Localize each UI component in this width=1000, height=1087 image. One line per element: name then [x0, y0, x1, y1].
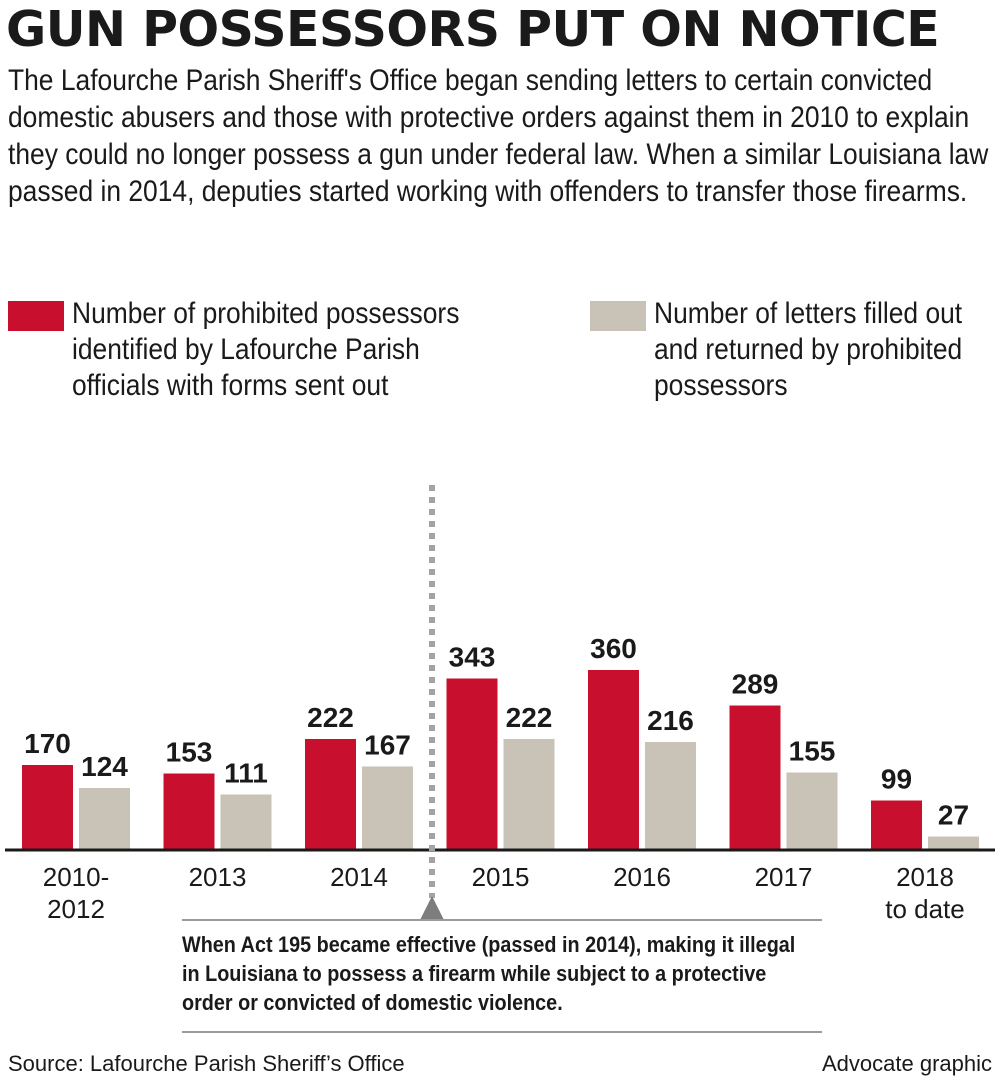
data-label: 155 — [789, 736, 836, 767]
data-label: 124 — [81, 751, 128, 782]
data-label: 153 — [166, 737, 213, 768]
category-label: 2017 — [755, 862, 813, 892]
data-label: 343 — [449, 642, 496, 673]
bar-series1 — [588, 670, 639, 850]
data-label: 167 — [364, 730, 411, 761]
data-label: 360 — [590, 633, 637, 664]
bar-series2 — [362, 766, 413, 850]
bar-series1 — [163, 773, 215, 850]
source-note: Source: Lafourche Parish Sheriff’s Offic… — [8, 1051, 405, 1076]
category-label: 2015 — [472, 862, 530, 892]
credit-note: Advocate graphic — [822, 1051, 992, 1076]
bar-series1 — [729, 705, 781, 850]
bar-series1 — [871, 800, 922, 850]
bar-series1 — [446, 678, 498, 850]
annotation-text: When Act 195 became effective (passed in… — [182, 932, 796, 1015]
category-label: 2018 — [896, 862, 954, 892]
bar-series2 — [786, 772, 838, 850]
data-label: 222 — [506, 702, 553, 733]
data-label: 222 — [307, 702, 354, 733]
bar-chart: 170 124 2010-2012 153 111 2013 222 167 2014 343 22… — [5, 485, 995, 1033]
data-label: 170 — [24, 728, 71, 759]
data-label: 216 — [647, 705, 694, 736]
data-label: 111 — [224, 758, 268, 789]
category-label: 2016 — [613, 862, 671, 892]
intro-text: The Lafourche Parish Sheriff's Office be… — [8, 64, 989, 208]
category-label: to date — [885, 894, 965, 924]
data-label: 289 — [732, 669, 779, 700]
legend-label-series1: Number of prohibited possessors identifi… — [72, 297, 460, 402]
category-label: 2012 — [47, 894, 105, 924]
data-label: 99 — [881, 764, 912, 795]
bar-series2 — [928, 836, 979, 850]
divider-arrow-icon — [420, 896, 444, 920]
data-label: 27 — [938, 800, 969, 831]
bar-series1 — [305, 739, 356, 850]
category-label: 2014 — [330, 862, 388, 892]
bar-series1 — [22, 765, 73, 850]
bar-series2 — [79, 788, 130, 850]
chart-title: GUN POSSESSORS PUT ON NOTICE — [6, 1, 940, 58]
category-label: 2013 — [189, 862, 247, 892]
bar-series2 — [220, 794, 272, 850]
bar-series2 — [645, 742, 696, 850]
category-label: 2010- — [43, 862, 110, 892]
legend-label-series2: Number of letters filled out and returne… — [654, 297, 963, 402]
bar-series2 — [503, 739, 555, 850]
legend-swatch-gray — [590, 301, 646, 331]
legend-swatch-red — [8, 301, 64, 331]
